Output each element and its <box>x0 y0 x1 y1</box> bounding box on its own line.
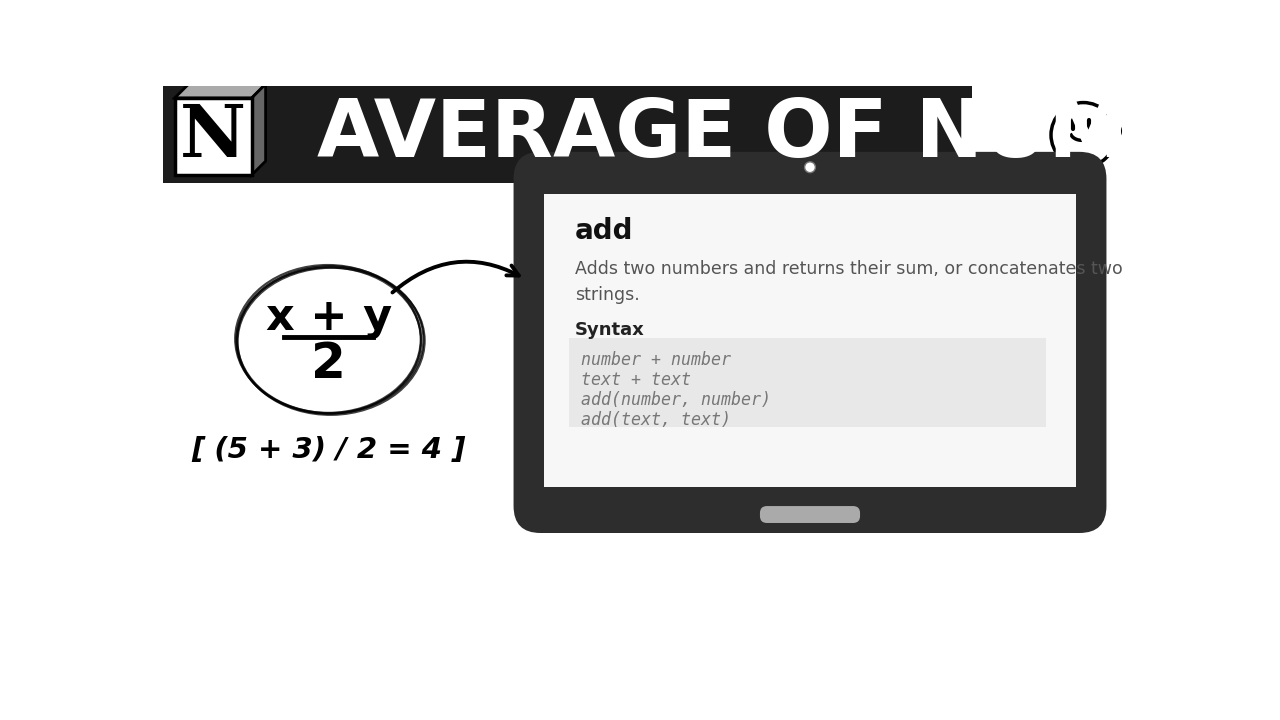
Text: add: add <box>575 217 634 246</box>
Text: number + number: number + number <box>581 351 731 369</box>
Circle shape <box>805 162 815 173</box>
FancyBboxPatch shape <box>513 152 1106 533</box>
Text: text + text: text + text <box>581 371 691 389</box>
Text: N: N <box>180 101 246 172</box>
Text: 2: 2 <box>311 340 346 387</box>
Polygon shape <box>252 84 266 175</box>
FancyBboxPatch shape <box>175 98 252 175</box>
Text: add(text, text): add(text, text) <box>581 410 731 428</box>
Text: x + y: x + y <box>266 296 392 339</box>
FancyBboxPatch shape <box>544 194 1075 487</box>
Text: [ (5 + 3) / 2 = 4 ]: [ (5 + 3) / 2 = 4 ] <box>192 436 466 464</box>
Text: add(number, number): add(number, number) <box>581 390 772 408</box>
FancyBboxPatch shape <box>164 86 972 183</box>
Text: Syntax: Syntax <box>575 321 645 339</box>
FancyBboxPatch shape <box>570 338 1046 427</box>
Text: AVERAGE OF NUMBERS: AVERAGE OF NUMBERS <box>317 96 1280 174</box>
Polygon shape <box>175 84 266 98</box>
Text: Adds two numbers and returns their sum, or concatenates two
strings.: Adds two numbers and returns their sum, … <box>575 260 1123 304</box>
FancyBboxPatch shape <box>760 506 860 523</box>
